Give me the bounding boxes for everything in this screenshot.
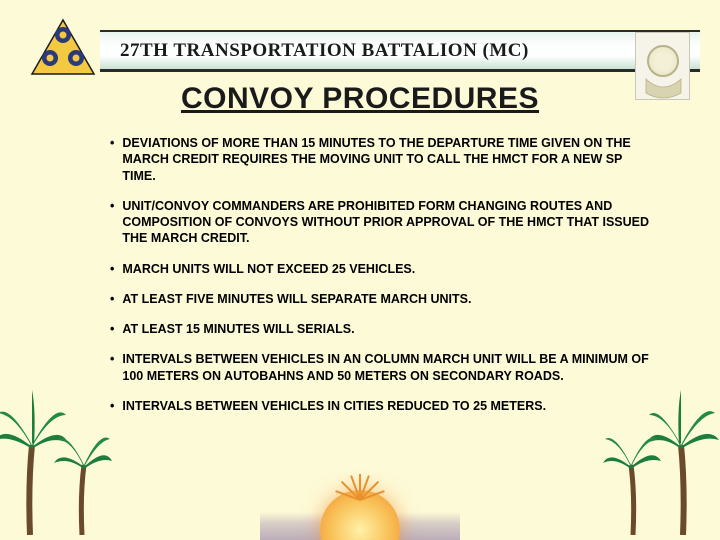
bullet-text: MARCH UNITS WILL NOT EXCEED 25 VEHICLES.: [122, 261, 415, 277]
page-title: CONVOY PROCEDURES: [0, 82, 720, 116]
bullet-text: DEVIATIONS OF MORE THAN 15 MINUTES TO TH…: [122, 135, 650, 184]
bullet-text: UNIT/CONVOY COMMANDERS ARE PROHIBITED FO…: [122, 198, 650, 247]
list-item: •AT LEAST 15 MINUTES WILL SERIALS.: [110, 321, 650, 337]
header-title: 27TH TRANSPORTATION BATTALION (MC): [120, 40, 529, 62]
bullet-text: AT LEAST FIVE MINUTES WILL SEPARATE MARC…: [122, 291, 471, 307]
bullet-text: INTERVALS BETWEEN VEHICLES IN AN COLUMN …: [122, 351, 650, 384]
bullet-text: AT LEAST 15 MINUTES WILL SERIALS.: [122, 321, 354, 337]
list-item: •MARCH UNITS WILL NOT EXCEED 25 VEHICLES…: [110, 261, 650, 277]
unit-insignia: [28, 18, 98, 80]
palm-tree-icon: [50, 415, 115, 540]
bullet-text: INTERVALS BETWEEN VEHICLES IN CITIES RED…: [122, 398, 546, 414]
bullet-list: •DEVIATIONS OF MORE THAN 15 MINUTES TO T…: [110, 135, 650, 428]
list-item: •INTERVALS BETWEEN VEHICLES IN AN COLUMN…: [110, 351, 650, 384]
header-bar: 27TH TRANSPORTATION BATTALION (MC): [100, 30, 700, 72]
list-item: •INTERVALS BETWEEN VEHICLES IN CITIES RE…: [110, 398, 650, 414]
sunset-icon: [270, 470, 450, 540]
list-item: •UNIT/CONVOY COMMANDERS ARE PROHIBITED F…: [110, 198, 650, 247]
list-item: •DEVIATIONS OF MORE THAN 15 MINUTES TO T…: [110, 135, 650, 184]
palm-tree-icon: [600, 415, 665, 540]
list-item: •AT LEAST FIVE MINUTES WILL SEPARATE MAR…: [110, 291, 650, 307]
